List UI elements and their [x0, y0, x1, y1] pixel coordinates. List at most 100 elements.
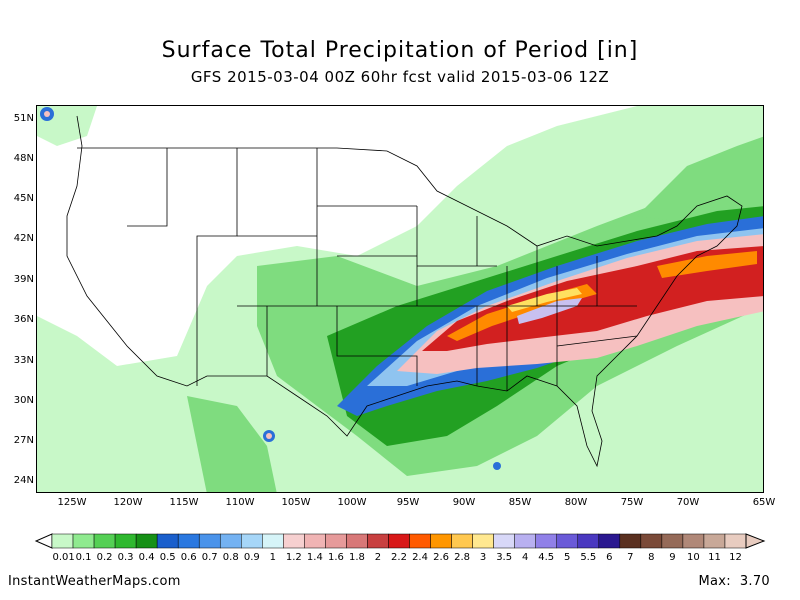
map-canvas: [37, 106, 763, 492]
legend-label: 3.5: [496, 552, 513, 563]
legend-swatch: [241, 533, 263, 549]
legend-swatch: [219, 533, 242, 549]
legend-swatch: [367, 533, 389, 549]
legend-arrow-left: [34, 533, 53, 549]
legend-swatch: [703, 533, 726, 549]
legend-swatch: [619, 533, 642, 549]
legend-swatch: [304, 533, 326, 549]
legend-swatch: [598, 533, 621, 549]
lat-label: 48N: [13, 153, 34, 164]
legend-swatch: [72, 533, 95, 549]
lon-label: 75W: [620, 497, 644, 508]
legend-label: 3: [479, 552, 487, 563]
legend-label: 9: [669, 552, 676, 563]
legend-swatch: [156, 533, 179, 549]
legend-swatch: [724, 533, 747, 549]
legend-swatch: [262, 533, 284, 549]
site-credit: InstantWeatherMaps.com: [8, 574, 181, 589]
max-number: 3.70: [739, 574, 770, 589]
precip-spot: [44, 111, 50, 117]
legend-swatch: [661, 533, 684, 549]
legend-swatch: [283, 533, 305, 549]
precip-spot: [266, 433, 272, 439]
legend-label: 7: [627, 552, 634, 563]
legend-label: 0.5: [159, 552, 176, 563]
lon-label: 125W: [57, 497, 87, 508]
legend-label: 0.9: [243, 552, 260, 563]
precip-area-green-ne: [637, 136, 763, 226]
legend-swatch: [346, 533, 368, 549]
legend-label: 6: [606, 552, 613, 563]
lat-label: 36N: [13, 314, 34, 325]
legend-label: 1.8: [348, 552, 365, 563]
legend-swatch: [514, 533, 536, 549]
legend-swatch: [135, 533, 158, 549]
lat-label: 33N: [13, 355, 34, 366]
legend-swatch: [535, 533, 557, 549]
legend-label: 0.2: [96, 552, 113, 563]
lon-label: 95W: [396, 497, 420, 508]
legend-swatch: [177, 533, 200, 549]
color-legend: [34, 533, 766, 549]
legend-label: 0.1: [75, 552, 92, 563]
legend-swatch: [577, 533, 600, 549]
lon-label: 70W: [676, 497, 700, 508]
legend-label: 0.4: [138, 552, 155, 563]
legend-swatch: [556, 533, 579, 549]
legend-swatch: [325, 533, 347, 549]
lon-label: 105W: [281, 497, 311, 508]
precip-area-lavender: [517, 298, 582, 324]
legend-label: 0.7: [201, 552, 218, 563]
legend-swatch: [640, 533, 663, 549]
precip-spot: [493, 462, 501, 470]
legend-label: 2.2: [391, 552, 407, 563]
lat-label: 24N: [13, 475, 34, 486]
legend-label: 11: [708, 552, 721, 563]
legend-swatch: [51, 533, 74, 549]
lon-label: 120W: [113, 497, 143, 508]
max-value: Max: 3.70: [699, 574, 771, 589]
legend-label: 2.6: [433, 552, 449, 563]
precip-area-green-mexico: [187, 396, 277, 492]
lon-label: 110W: [225, 497, 255, 508]
legend-label: 4: [521, 552, 529, 563]
legend-swatch: [93, 533, 116, 549]
chart-subtitle: GFS 2015-03-04 00Z 60hr fcst valid 2015-…: [190, 68, 610, 86]
legend-label: 1: [269, 552, 276, 563]
lon-label: 85W: [508, 497, 532, 508]
legend-label: 5.5: [580, 552, 597, 563]
legend-label: 2.4: [412, 552, 428, 563]
legend-swatch: [388, 533, 410, 549]
legend-label: 2: [374, 552, 382, 563]
lon-label: 80W: [564, 497, 588, 508]
legend-label: 0.6: [180, 552, 197, 563]
lat-label: 27N: [13, 435, 34, 446]
legend-label: 0.8: [222, 552, 239, 563]
legend-swatch: [430, 533, 452, 549]
chart-title: Surface Total Precipitation of Period [i…: [161, 38, 639, 63]
lat-label: 39N: [13, 274, 34, 285]
legend-arrow-right: [745, 533, 766, 549]
precipitation-map: [36, 105, 764, 493]
legend-label: 10: [687, 552, 700, 563]
legend-label: 1.4: [306, 552, 323, 563]
precip-area-light-southwest: [37, 336, 227, 492]
legend-label: 5: [564, 552, 571, 563]
lon-label: 115W: [169, 497, 199, 508]
legend-swatch: [493, 533, 515, 549]
legend-label: 0.01: [52, 552, 75, 563]
legend-label: 12: [729, 552, 742, 563]
legend-label: 0.3: [117, 552, 134, 563]
legend-swatch: [409, 533, 431, 549]
legend-swatch: [114, 533, 137, 549]
state-boundaries: [66, 115, 743, 468]
legend-label: 2.8: [454, 552, 471, 563]
legend-label: 8: [648, 552, 655, 563]
lon-label: 65W: [752, 497, 776, 508]
lat-label: 51N: [13, 113, 34, 124]
legend-swatch: [682, 533, 705, 549]
lon-label: 100W: [337, 497, 367, 508]
max-label: Max:: [698, 574, 731, 589]
legend-swatch: [472, 533, 494, 549]
legend-label: 1.6: [327, 552, 344, 563]
